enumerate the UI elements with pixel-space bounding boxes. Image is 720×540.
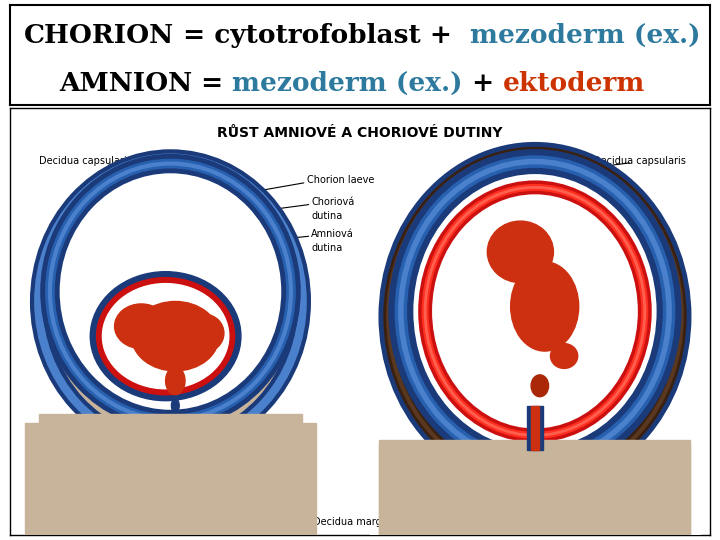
Ellipse shape: [513, 446, 531, 477]
Ellipse shape: [513, 446, 521, 475]
Ellipse shape: [524, 446, 532, 475]
Ellipse shape: [598, 446, 617, 465]
Ellipse shape: [401, 161, 669, 461]
Ellipse shape: [582, 446, 590, 475]
Text: mezoderm (ex.): mezoderm (ex.): [233, 71, 463, 96]
Ellipse shape: [132, 423, 141, 446]
Text: 8 týdenní embryo: 8 týdenní embryo: [485, 504, 585, 515]
Ellipse shape: [161, 423, 170, 438]
Ellipse shape: [546, 446, 562, 465]
Ellipse shape: [258, 423, 268, 438]
Ellipse shape: [83, 423, 93, 446]
Ellipse shape: [510, 262, 579, 351]
Bar: [379, 446, 690, 540]
Ellipse shape: [170, 423, 181, 442]
Ellipse shape: [153, 423, 159, 454]
Ellipse shape: [65, 423, 72, 438]
Ellipse shape: [240, 423, 247, 450]
Ellipse shape: [220, 423, 228, 442]
Text: = cytotrofoblast +: = cytotrofoblast +: [174, 23, 470, 48]
Text: mezoderm (ex.): mezoderm (ex.): [470, 23, 701, 48]
Ellipse shape: [536, 446, 544, 475]
Ellipse shape: [103, 423, 112, 454]
Ellipse shape: [185, 314, 224, 352]
Ellipse shape: [90, 272, 241, 401]
Ellipse shape: [551, 343, 577, 368]
Ellipse shape: [94, 423, 101, 450]
Ellipse shape: [580, 446, 593, 483]
Ellipse shape: [571, 446, 580, 477]
Ellipse shape: [199, 423, 210, 454]
Text: Amniová: Amniová: [311, 229, 354, 239]
Ellipse shape: [269, 423, 276, 442]
Bar: [40, 414, 302, 532]
Ellipse shape: [556, 446, 575, 471]
Ellipse shape: [112, 423, 122, 438]
Ellipse shape: [123, 423, 130, 442]
Ellipse shape: [537, 446, 550, 489]
Text: dutina: dutina: [311, 211, 343, 221]
Ellipse shape: [495, 446, 508, 465]
Text: Decidua capsularis: Decidua capsularis: [593, 156, 686, 166]
Ellipse shape: [384, 147, 685, 485]
Bar: [527, 406, 543, 450]
Text: CHORION: CHORION: [24, 23, 174, 48]
Text: RŮST AMNIOVÉ A CHORIOVÉ DUTINY: RŮST AMNIOVÉ A CHORIOVÉ DUTINY: [217, 126, 503, 140]
Ellipse shape: [141, 423, 151, 450]
Text: ektoderm: ektoderm: [503, 71, 646, 96]
Ellipse shape: [501, 446, 509, 475]
Ellipse shape: [425, 187, 645, 435]
Ellipse shape: [490, 446, 497, 475]
Text: dutina: dutina: [311, 243, 343, 253]
Ellipse shape: [166, 367, 185, 395]
Text: Choriová: Choriová: [311, 197, 355, 207]
Bar: [24, 426, 316, 540]
Ellipse shape: [132, 301, 219, 371]
Ellipse shape: [528, 446, 538, 483]
Ellipse shape: [504, 446, 519, 471]
Ellipse shape: [613, 446, 624, 471]
Ellipse shape: [443, 446, 452, 465]
Ellipse shape: [248, 423, 258, 454]
Text: Decidua marginalis: Decidua marginalis: [312, 517, 408, 526]
Ellipse shape: [548, 446, 555, 475]
Text: =: =: [192, 71, 233, 96]
Ellipse shape: [487, 221, 554, 282]
Ellipse shape: [590, 446, 605, 489]
Bar: [531, 406, 539, 450]
Ellipse shape: [102, 284, 229, 389]
Text: AMNION: AMNION: [59, 71, 192, 96]
Ellipse shape: [96, 278, 235, 395]
Ellipse shape: [35, 153, 307, 450]
Ellipse shape: [470, 446, 489, 483]
Ellipse shape: [559, 446, 567, 475]
Text: +: +: [463, 71, 503, 96]
Ellipse shape: [477, 446, 485, 475]
Ellipse shape: [531, 375, 549, 397]
Ellipse shape: [50, 164, 291, 420]
Ellipse shape: [228, 423, 239, 446]
Text: Decidua capsularis: Decidua capsularis: [40, 156, 132, 166]
Bar: [24, 423, 316, 540]
Ellipse shape: [171, 399, 179, 413]
Ellipse shape: [623, 446, 636, 477]
Text: Chorion laeve: Chorion laeve: [307, 176, 374, 185]
Bar: [379, 440, 690, 539]
Ellipse shape: [571, 446, 579, 475]
Ellipse shape: [461, 446, 477, 477]
Ellipse shape: [211, 423, 217, 438]
Ellipse shape: [181, 423, 189, 446]
Text: 4 týdenní embryo: 4 týdenní embryo: [121, 504, 220, 515]
Ellipse shape: [485, 446, 495, 489]
Bar: [370, 450, 701, 540]
Ellipse shape: [190, 423, 199, 450]
Ellipse shape: [452, 446, 464, 471]
Ellipse shape: [73, 423, 83, 442]
Ellipse shape: [114, 304, 168, 349]
